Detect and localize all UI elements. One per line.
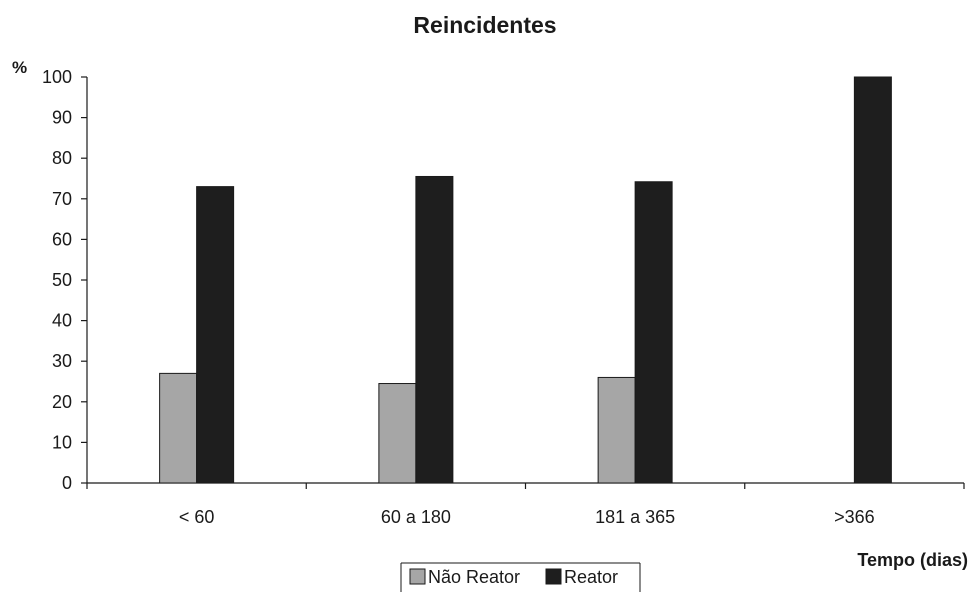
y-tick-label: 60 <box>52 229 72 249</box>
bar-reator <box>196 186 235 484</box>
y-tick-label: 50 <box>52 270 72 290</box>
y-axis-unit-label: % <box>12 58 27 77</box>
x-axis-title: Tempo (dias) <box>857 550 968 570</box>
chart-title: Reincidentes <box>413 12 556 38</box>
y-tick-label: 0 <box>62 473 72 493</box>
legend: Não Reator Reator <box>400 562 641 592</box>
y-tick-label: 70 <box>52 189 72 209</box>
bar-reator <box>415 175 454 484</box>
x-tick-label: < 60 <box>179 507 215 527</box>
bar-reator <box>634 181 673 484</box>
x-axis: < 60 60 a 180 181 a 365 >366 <box>86 482 965 527</box>
y-axis: 0 10 20 30 40 50 60 70 80 90 100 <box>42 67 88 493</box>
legend-label-nao-reator: Não Reator <box>428 567 520 587</box>
y-tick-label: 30 <box>52 351 72 371</box>
bar-nao-reator <box>378 383 417 484</box>
y-tick-label: 40 <box>52 311 72 331</box>
bars <box>159 76 892 484</box>
bar-reator <box>853 76 892 484</box>
y-tick-label: 90 <box>52 108 72 128</box>
legend-swatch-reator <box>545 568 562 585</box>
legend-label-reator: Reator <box>564 567 618 587</box>
x-tick-label: 181 a 365 <box>595 507 675 527</box>
x-tick-label: 60 a 180 <box>381 507 451 527</box>
bar-nao-reator <box>159 372 198 484</box>
bar-nao-reator <box>597 376 636 484</box>
y-tick-label: 20 <box>52 392 72 412</box>
y-tick-label: 100 <box>42 67 72 87</box>
x-tick-label: >366 <box>834 507 875 527</box>
y-tick-label: 10 <box>52 432 72 452</box>
y-tick-label: 80 <box>52 148 72 168</box>
legend-swatch-nao-reator <box>409 568 426 585</box>
